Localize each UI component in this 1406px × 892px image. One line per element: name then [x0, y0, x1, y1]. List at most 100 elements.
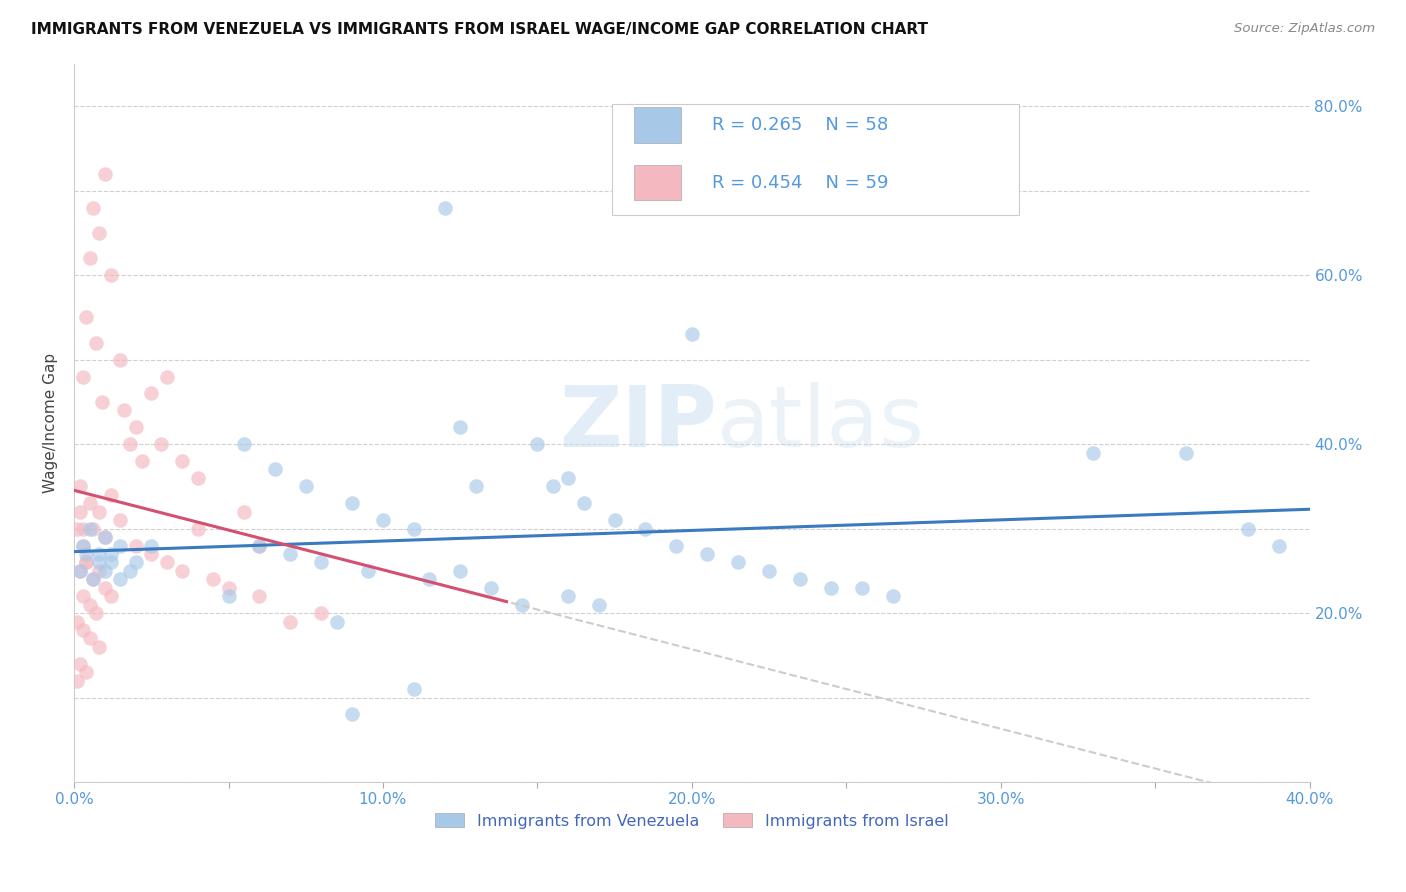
Point: [402, 522, 425, 536]
Point: [94, 564, 117, 578]
Point: [557, 589, 579, 603]
Point: [294, 479, 316, 493]
Point: [82, 522, 104, 536]
Point: [141, 539, 163, 553]
Point: [79, 522, 101, 536]
Point: [309, 555, 332, 569]
Point: [233, 505, 256, 519]
Point: [665, 539, 688, 553]
Point: [510, 598, 533, 612]
Point: [309, 606, 332, 620]
Point: [1236, 522, 1258, 536]
Point: [340, 707, 363, 722]
Point: [402, 682, 425, 697]
Point: [218, 581, 240, 595]
Point: [696, 547, 718, 561]
Point: [278, 615, 301, 629]
Point: [112, 403, 135, 417]
Point: [789, 572, 811, 586]
Point: [727, 555, 749, 569]
Point: [75, 310, 97, 325]
Point: [572, 496, 595, 510]
Point: [541, 479, 564, 493]
Point: [356, 564, 378, 578]
Point: [100, 555, 122, 569]
Point: [66, 615, 89, 629]
Text: atlas: atlas: [717, 382, 925, 465]
Point: [418, 572, 440, 586]
Point: [100, 547, 122, 561]
Point: [603, 513, 626, 527]
Point: [72, 623, 94, 637]
Point: [69, 657, 91, 671]
Point: [149, 437, 172, 451]
Point: [75, 555, 97, 569]
Point: [110, 513, 132, 527]
Point: [87, 555, 110, 569]
Point: [118, 437, 141, 451]
Point: [449, 564, 471, 578]
Point: [156, 555, 179, 569]
Point: [233, 437, 256, 451]
Point: [79, 496, 101, 510]
Point: [100, 589, 122, 603]
Point: [87, 564, 110, 578]
Point: [82, 572, 104, 586]
Point: [141, 547, 163, 561]
Text: Source: ZipAtlas.com: Source: ZipAtlas.com: [1234, 22, 1375, 36]
Point: [131, 454, 153, 468]
Point: [69, 564, 91, 578]
Point: [247, 539, 270, 553]
Point: [84, 606, 107, 620]
Point: [110, 352, 132, 367]
Point: [94, 581, 117, 595]
Point: [87, 547, 110, 561]
Point: [820, 581, 842, 595]
Point: [125, 420, 148, 434]
Point: [1267, 539, 1289, 553]
Y-axis label: Wage/Income Gap: Wage/Income Gap: [44, 353, 58, 493]
Point: [110, 572, 132, 586]
Point: [79, 252, 101, 266]
Legend: Immigrants from Venezuela, Immigrants from Israel: Immigrants from Venezuela, Immigrants fr…: [429, 806, 955, 835]
Point: [75, 665, 97, 680]
Point: [94, 530, 117, 544]
Point: [202, 572, 225, 586]
Point: [75, 555, 97, 569]
Point: [172, 564, 194, 578]
Bar: [634, 164, 681, 201]
Point: [72, 589, 94, 603]
Point: [278, 547, 301, 561]
Point: [87, 226, 110, 240]
Bar: [634, 107, 681, 143]
Point: [479, 581, 502, 595]
Point: [125, 555, 148, 569]
Point: [433, 201, 456, 215]
Point: [66, 673, 89, 688]
Point: [464, 479, 486, 493]
Point: [1083, 445, 1105, 459]
Text: ZIP: ZIP: [558, 382, 717, 465]
Point: [90, 395, 112, 409]
Point: [125, 539, 148, 553]
Point: [187, 522, 209, 536]
Point: [75, 547, 97, 561]
Point: [100, 488, 122, 502]
Point: [84, 335, 107, 350]
Point: [557, 471, 579, 485]
Point: [263, 462, 285, 476]
Point: [247, 589, 270, 603]
Point: [87, 640, 110, 654]
Point: [69, 564, 91, 578]
Point: [79, 632, 101, 646]
Point: [94, 167, 117, 181]
Point: [87, 505, 110, 519]
Point: [69, 479, 91, 493]
Point: [371, 513, 394, 527]
Point: [882, 589, 904, 603]
Text: IMMIGRANTS FROM VENEZUELA VS IMMIGRANTS FROM ISRAEL WAGE/INCOME GAP CORRELATION : IMMIGRANTS FROM VENEZUELA VS IMMIGRANTS …: [31, 22, 928, 37]
Point: [72, 539, 94, 553]
Point: [634, 522, 657, 536]
Point: [79, 598, 101, 612]
Point: [187, 471, 209, 485]
